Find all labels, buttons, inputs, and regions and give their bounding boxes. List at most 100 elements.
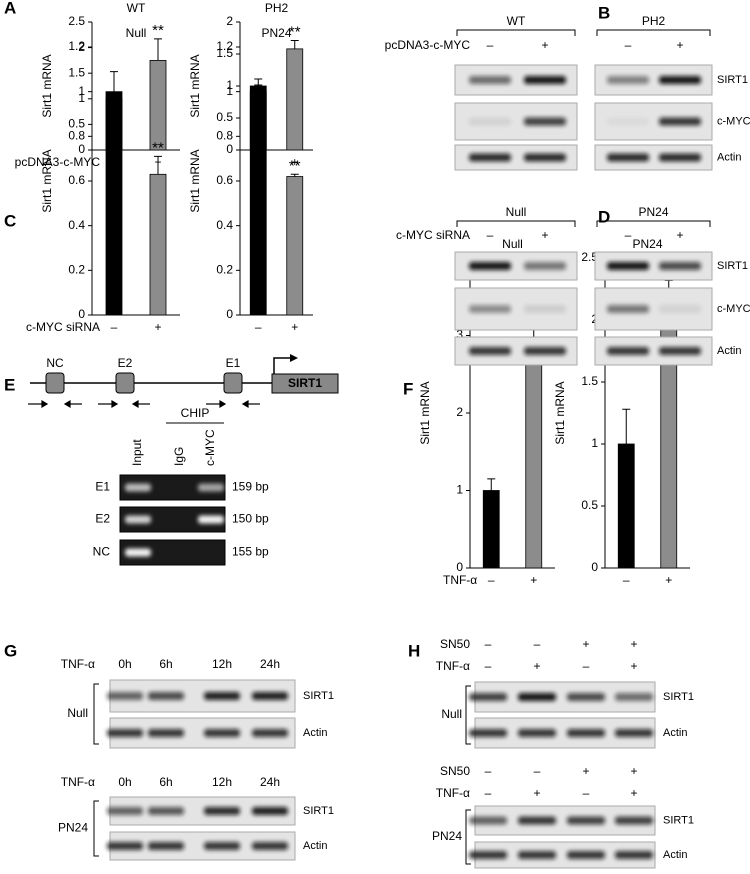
promoter-diagram [28,354,339,424]
band-label: Actin [663,727,687,739]
y-tick-label: 2.5 [68,14,85,28]
chip-label: CHIP [181,406,210,420]
band [469,816,507,825]
band [607,262,649,270]
x-tick-label: + [665,573,672,587]
band [198,515,224,524]
band [148,842,184,850]
treatment-label: SN50 [440,764,470,778]
tss-arrowhead [290,354,298,362]
cell-label: Null [441,707,462,721]
side-bracket [465,685,471,745]
band [659,347,701,355]
band [469,76,511,84]
error-bar [290,40,299,49]
side-bracket [465,809,471,865]
band [469,693,507,701]
row-label: E2 [95,512,110,526]
treatment-sign: – [583,659,590,673]
band [518,816,556,825]
x-tick-label: – [488,573,495,587]
treatment-sign: + [541,38,548,52]
chart-title: WT [127,1,146,15]
band [148,729,184,737]
y-tick-label: 0.5 [581,498,598,512]
time-label: 12h [212,775,232,789]
y-tick-label: 2 [456,405,463,419]
band [252,729,288,737]
y-tick-label: 0 [78,307,85,321]
treatment-sign: + [630,659,637,673]
band [198,483,224,492]
band [524,153,566,162]
band-label: SIRT1 [717,74,748,86]
y-tick-label: 0.6 [68,173,85,187]
y-axis-label: Sirt1 mRNA [553,381,567,444]
band-label: c-MYC [717,303,750,315]
y-tick-label: 2 [226,14,233,28]
y-axis-label: Sirt1 mRNA [40,54,54,117]
y-tick-label: 0.8 [68,129,85,143]
band [659,117,701,126]
treatment-sign: + [630,764,637,778]
band [615,729,653,737]
y-tick-label: 1.5 [216,46,233,60]
band [659,76,701,84]
band [107,842,143,850]
x-tick-label: + [530,573,537,587]
treatment-sign: – [485,764,492,778]
band [204,807,240,815]
treatment-sign: – [534,637,541,651]
x-axis-label: TNF-α [443,573,477,587]
time-label: 24h [260,775,280,789]
band [107,692,143,700]
group-bracket [456,29,576,36]
chart-title: Null [126,26,147,40]
bar [617,443,635,569]
band [524,305,566,313]
panel-label: B [598,3,610,22]
y-tick-label: 0.2 [68,263,85,277]
band [125,515,151,524]
y-axis-label: Sirt1 mRNA [418,381,432,444]
significance-label: ** [152,22,164,39]
x-tick-label: – [255,320,262,334]
site-label: E2 [118,356,133,370]
x-tick-label: – [623,573,630,587]
band-label: SIRT1 [663,814,694,826]
treatment-sign: – [485,659,492,673]
band-label: SIRT1 [717,260,748,272]
band [607,305,649,313]
y-tick-label: 0.5 [68,117,85,131]
band-label: SIRT1 [663,691,694,703]
band [607,76,649,84]
bar [482,490,500,569]
y-tick-label: 1 [226,78,233,92]
y-tick-label: 0.6 [216,173,233,187]
treatment-sign: + [676,228,683,242]
band [607,347,649,355]
bar [149,60,167,151]
band [524,76,566,84]
band [659,305,701,313]
band [518,851,556,859]
chart-title: PH2 [265,1,289,15]
cell-label: Null [67,706,88,720]
treatment-sign: – [534,764,541,778]
side-bracket [93,800,99,857]
band [615,693,653,701]
tss-arrow [273,357,292,374]
y-tick-label: 3 [456,328,463,342]
panel-label: E [4,375,15,394]
group-bracket [456,220,576,227]
size-label: 150 bp [232,512,269,526]
bar [105,91,123,316]
y-tick-label: 1.2 [68,39,85,53]
cell-label: PN24 [58,821,88,835]
y-axis-label: Sirt1 mRNA [40,149,54,212]
group-label: WT [507,14,526,28]
y-tick-label: 1 [78,91,85,105]
significance-label: ** [289,157,301,174]
y-tick-label: 0.4 [68,218,85,232]
band [615,851,653,859]
